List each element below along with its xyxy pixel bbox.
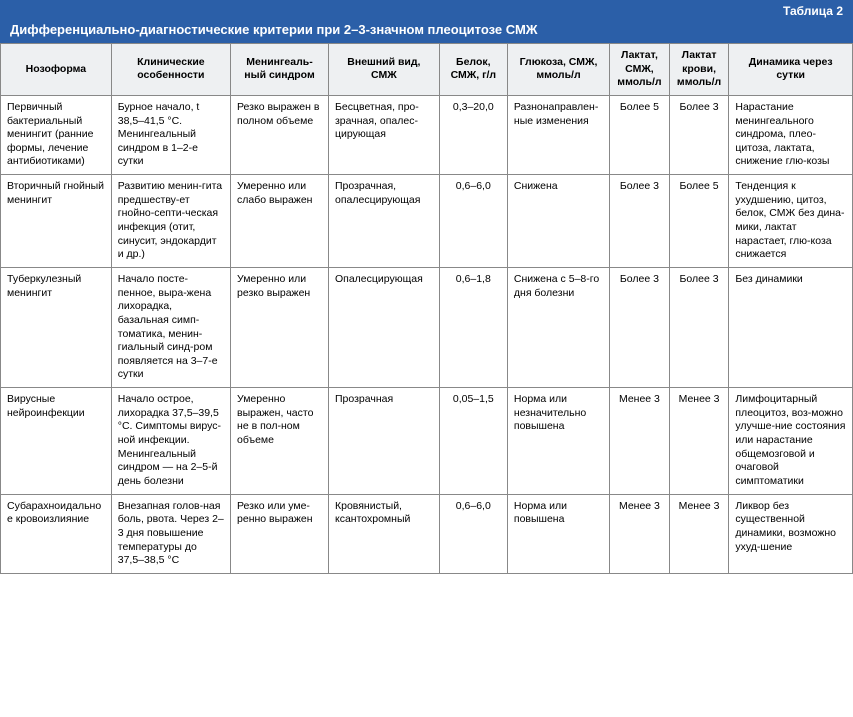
table-row: Туберкулезный менингит Начало посте-пенн… [1,267,853,387]
cell: Более 3 [669,95,729,174]
cell: Вирусные нейроинфекции [1,388,112,494]
col-header: Лактат, СМЖ, ммоль/л [610,44,670,96]
cell: Бурное начало, t 38,5–41,5 °С. Менингеал… [111,95,230,174]
cell: Первичный бактериальный менингит (ранние… [1,95,112,174]
col-header: Клинические особенности [111,44,230,96]
cell: 0,05–1,5 [439,388,507,494]
cell: Менее 3 [669,388,729,494]
cell: Развитию менин-гита предшеству-ет гнойно… [111,175,230,268]
col-header: Динамика через сутки [729,44,853,96]
cell: 0,6–6,0 [439,175,507,268]
cell: Норма или повышена [507,494,609,573]
cell: Умеренно выражен, часто не в пол-ном объ… [231,388,329,494]
cell: Более 5 [610,95,670,174]
cell: 0,3–20,0 [439,95,507,174]
cell: Резко или уме-ренно выражен [231,494,329,573]
cell: Внезапная голов-ная боль, рвота. Через 2… [111,494,230,573]
cell: Туберкулезный менингит [1,267,112,387]
cell: Более 5 [669,175,729,268]
cell: Кровянистый, ксантохромный [328,494,439,573]
cell: Без динамики [729,267,853,387]
cell: Нарастание менингеального синдрома, плео… [729,95,853,174]
col-header: Нозоформа [1,44,112,96]
cell: Умеренно или резко выражен [231,267,329,387]
cell: Умеренно или слабо выражен [231,175,329,268]
cell: Тенденция к ухудшению, цитоз, белок, СМЖ… [729,175,853,268]
col-header: Внешний вид, СМЖ [328,44,439,96]
cell: Снижена [507,175,609,268]
cell: Лимфоцитарный плеоцитоз, воз-можно улучш… [729,388,853,494]
col-header: Лактат крови, ммоль/л [669,44,729,96]
cell: Более 3 [610,175,670,268]
diagnostic-table: Нозоформа Клинические особенности Менинг… [0,43,853,574]
cell: Опалесцирующая [328,267,439,387]
cell: Субарахноидальное кровоизлияние [1,494,112,573]
cell: Менее 3 [610,388,670,494]
col-header: Глюкоза, СМЖ, ммоль/л [507,44,609,96]
table-title: Дифференциально-диагностические критерии… [0,20,853,43]
cell: Более 3 [669,267,729,387]
cell: 0,6–1,8 [439,267,507,387]
cell: Прозрачная [328,388,439,494]
table-row: Субарахноидальное кровоизлияние Внезапна… [1,494,853,573]
cell: Начало посте-пенное, выра-жена лихорадка… [111,267,230,387]
cell: 0,6–6,0 [439,494,507,573]
cell: Резко выражен в полном объеме [231,95,329,174]
cell: Менее 3 [669,494,729,573]
cell: Норма или незначительно повышена [507,388,609,494]
header-row: Нозоформа Клинические особенности Менинг… [1,44,853,96]
cell: Начало острое, лихорадка 37,5–39,5 °С. С… [111,388,230,494]
cell: Ликвор без существенной динамики, возмож… [729,494,853,573]
table-wrapper: Таблица 2 Дифференциально-диагностически… [0,0,853,574]
cell: Более 3 [610,267,670,387]
table-row: Вторичный гнойный менингит Развитию мени… [1,175,853,268]
cell: Вторичный гнойный менингит [1,175,112,268]
table-row: Первичный бактериальный менингит (ранние… [1,95,853,174]
table-label: Таблица 2 [0,0,853,20]
cell: Менее 3 [610,494,670,573]
cell: Бесцветная, про-зрачная, опалес-цирующая [328,95,439,174]
cell: Прозрачная, опалесцирующая [328,175,439,268]
col-header: Белок, СМЖ, г/л [439,44,507,96]
cell: Снижена с 5–8-го дня болезни [507,267,609,387]
col-header: Менингеаль-ный синдром [231,44,329,96]
cell: Разнонаправлен-ные изменения [507,95,609,174]
table-body: Первичный бактериальный менингит (ранние… [1,95,853,573]
table-row: Вирусные нейроинфекции Начало острое, ли… [1,388,853,494]
